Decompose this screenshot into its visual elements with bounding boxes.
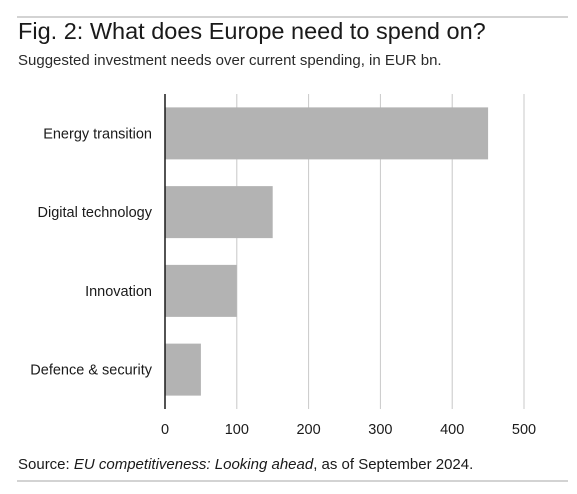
chart-title: Fig. 2: What does Europe need to spend o… (18, 18, 486, 44)
source-suffix: , as of September 2024. (313, 456, 474, 473)
category-label: Defence & security (30, 363, 152, 379)
chart-subtitle: Suggested investment needs over current … (18, 52, 442, 69)
bar (165, 107, 489, 160)
source-prefix: Source: (18, 456, 74, 473)
x-tick-label: 100 (225, 422, 249, 438)
bar (165, 264, 237, 317)
x-tick-labels: 0 100 200 300 400 500 (161, 422, 536, 438)
x-tick-label: 500 (512, 422, 536, 438)
category-label: Innovation (85, 284, 152, 300)
x-tick-label: 0 (161, 422, 169, 438)
x-tick-label: 300 (368, 422, 392, 438)
category-labels: Energy transition Digital technology Innov… (30, 126, 152, 378)
bottom-rule (17, 480, 568, 482)
top-rule (17, 16, 568, 18)
bars (165, 107, 489, 396)
x-tick-label: 400 (440, 422, 464, 438)
source-note: Source: EU competitiveness: Looking ahea… (18, 456, 473, 473)
source-title: EU competitiveness: Looking ahead (73, 456, 314, 473)
bar (165, 186, 273, 239)
bar (165, 343, 201, 396)
x-tick-label: 200 (296, 422, 320, 438)
category-label: Digital technology (38, 205, 153, 221)
category-label: Energy transition (43, 126, 152, 142)
